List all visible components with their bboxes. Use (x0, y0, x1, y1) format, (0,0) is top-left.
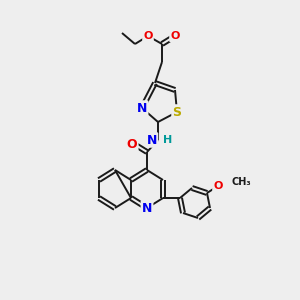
Text: CH₃: CH₃ (232, 177, 252, 187)
Text: O: O (127, 137, 137, 151)
Text: N: N (137, 101, 147, 115)
Text: O: O (170, 31, 180, 41)
Text: O: O (213, 181, 223, 191)
Text: O: O (143, 31, 153, 41)
Text: N: N (147, 134, 157, 146)
Text: H: H (164, 135, 172, 145)
Text: S: S (172, 106, 182, 118)
Text: N: N (142, 202, 152, 214)
